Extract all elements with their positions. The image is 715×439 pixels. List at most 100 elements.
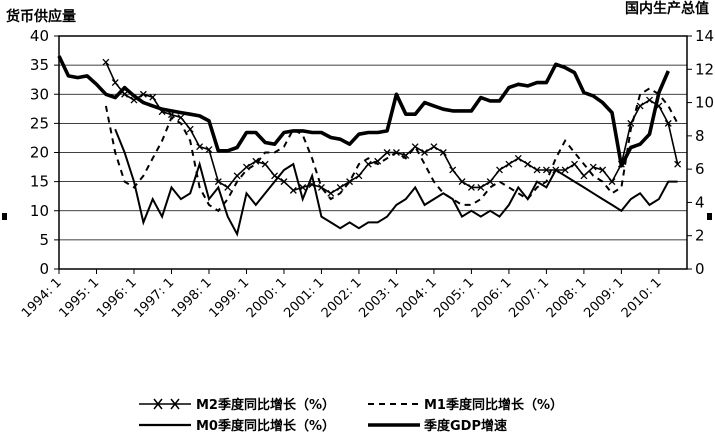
right-tick-label: 10 <box>695 94 714 112</box>
x-tick-label: 2005: 1 <box>431 275 477 321</box>
right-tick-label: 0 <box>695 260 705 278</box>
m2-marker <box>196 143 204 151</box>
m2-marker <box>636 102 644 110</box>
m2-marker <box>392 149 400 156</box>
corner-mark-left <box>2 213 7 220</box>
m2-marker <box>467 183 475 191</box>
m2-marker <box>477 183 485 191</box>
m2-marker <box>486 178 494 186</box>
m2-marker <box>449 166 457 174</box>
m2-marker <box>364 160 372 168</box>
left-tick-label: 10 <box>30 202 49 220</box>
right-tick-label: 2 <box>695 227 705 245</box>
x-tick-label: 2007: 1 <box>506 275 552 321</box>
left-tick-label: 0 <box>39 260 49 278</box>
x-tick-label: 2003: 1 <box>356 275 402 321</box>
m2-marker <box>261 160 269 168</box>
m2-marker <box>317 183 325 191</box>
m2-marker <box>186 125 194 133</box>
m2-marker <box>299 183 307 191</box>
m2-marker <box>139 90 147 98</box>
m2-marker <box>177 114 185 122</box>
left-tick-label: 35 <box>30 56 49 74</box>
m2-marker <box>402 151 410 159</box>
m2-marker <box>514 154 522 162</box>
m2-marker <box>505 160 513 168</box>
m2-marker <box>289 186 297 194</box>
m2-marker <box>327 189 335 197</box>
m2-marker <box>411 143 419 151</box>
m2-marker <box>336 183 344 191</box>
x-tick-label: 1998: 1 <box>169 275 215 321</box>
m2-marker <box>599 166 607 174</box>
right-tick-label: 4 <box>695 193 705 211</box>
left-tick-label: 15 <box>30 173 49 191</box>
right-y-ticks: 0 2 4 6 8 10 12 14 <box>687 27 714 278</box>
x-tick-label: 1997: 1 <box>131 275 177 321</box>
m2-marker <box>233 172 241 180</box>
left-tick-label: 40 <box>30 27 49 45</box>
m2-marker <box>111 79 119 87</box>
series-line-2 <box>114 128 678 237</box>
x-tick-label: 2002: 1 <box>319 275 365 321</box>
right-axis-title: 国内生产总值 <box>625 0 709 17</box>
m2-marker <box>589 163 597 171</box>
x-tick-label: 2009: 1 <box>581 275 627 321</box>
x-tick-label: 2004: 1 <box>394 275 440 321</box>
m2-marker <box>533 166 541 174</box>
legend-label-m1: M1季度同比增长（%） <box>424 397 563 413</box>
x-tick-label: 2000: 1 <box>244 275 290 321</box>
m2-marker <box>383 149 391 156</box>
x-tick-label: 1995: 1 <box>56 275 102 321</box>
left-tick-label: 20 <box>30 144 49 162</box>
m2-marker <box>439 149 447 156</box>
m2-marker <box>149 93 157 101</box>
legend-label-m0: M0季度同比增长（%） <box>196 418 335 434</box>
legend-item-m1: M1季度同比增长（%） <box>368 397 563 413</box>
m2-marker <box>243 163 250 171</box>
gridlines <box>59 64 687 241</box>
m2-marker <box>608 178 616 186</box>
m2-marker <box>355 172 363 180</box>
x-tick-label: 2010: 1 <box>619 275 665 321</box>
m2-marker <box>561 166 569 174</box>
m2-marker <box>205 146 213 154</box>
legend-item-gdp: 季度GDP增速 <box>368 418 507 434</box>
m2-marker <box>421 149 429 156</box>
x-tick-label: 1994: 1 <box>19 275 65 321</box>
legend-label-gdp: 季度GDP增速 <box>423 418 507 434</box>
m2-marker <box>496 166 503 174</box>
x-tick-label: 2008: 1 <box>544 275 590 321</box>
x-tick-label: 2001: 1 <box>281 275 327 321</box>
m2-marker <box>458 178 466 186</box>
m2-marker <box>214 178 222 186</box>
corner-mark-right <box>707 213 712 220</box>
m2-marker <box>646 96 653 104</box>
m2-marker <box>374 157 382 165</box>
m2-marker <box>346 178 354 186</box>
series-layer <box>57 55 682 237</box>
m2-marker <box>308 181 316 188</box>
m2-marker <box>674 160 682 168</box>
m2-marker <box>430 143 438 151</box>
legend: M2季度同比增长（%） M1季度同比增长（%） M0季度同比增长（%） 季度GD… <box>139 397 563 434</box>
right-tick-label: 14 <box>695 27 714 45</box>
left-tick-label: 25 <box>30 114 49 132</box>
left-y-ticks: 0 5 10 15 20 25 30 35 40 <box>30 27 59 278</box>
m2-marker <box>580 172 588 180</box>
right-tick-label: 12 <box>695 60 714 78</box>
m2-marker <box>252 157 260 165</box>
m2-marker <box>627 119 635 127</box>
m2-marker <box>664 119 672 127</box>
left-axis-title: 货币供应量 <box>5 8 76 25</box>
m2-marker <box>280 178 288 186</box>
m2-marker <box>224 183 232 191</box>
series-line-3 <box>57 55 670 168</box>
m2-marker <box>552 166 560 174</box>
m2-marker <box>542 166 550 174</box>
x-tick-label: 1999: 1 <box>206 275 252 321</box>
x-tick-label: 1996: 1 <box>94 275 140 321</box>
